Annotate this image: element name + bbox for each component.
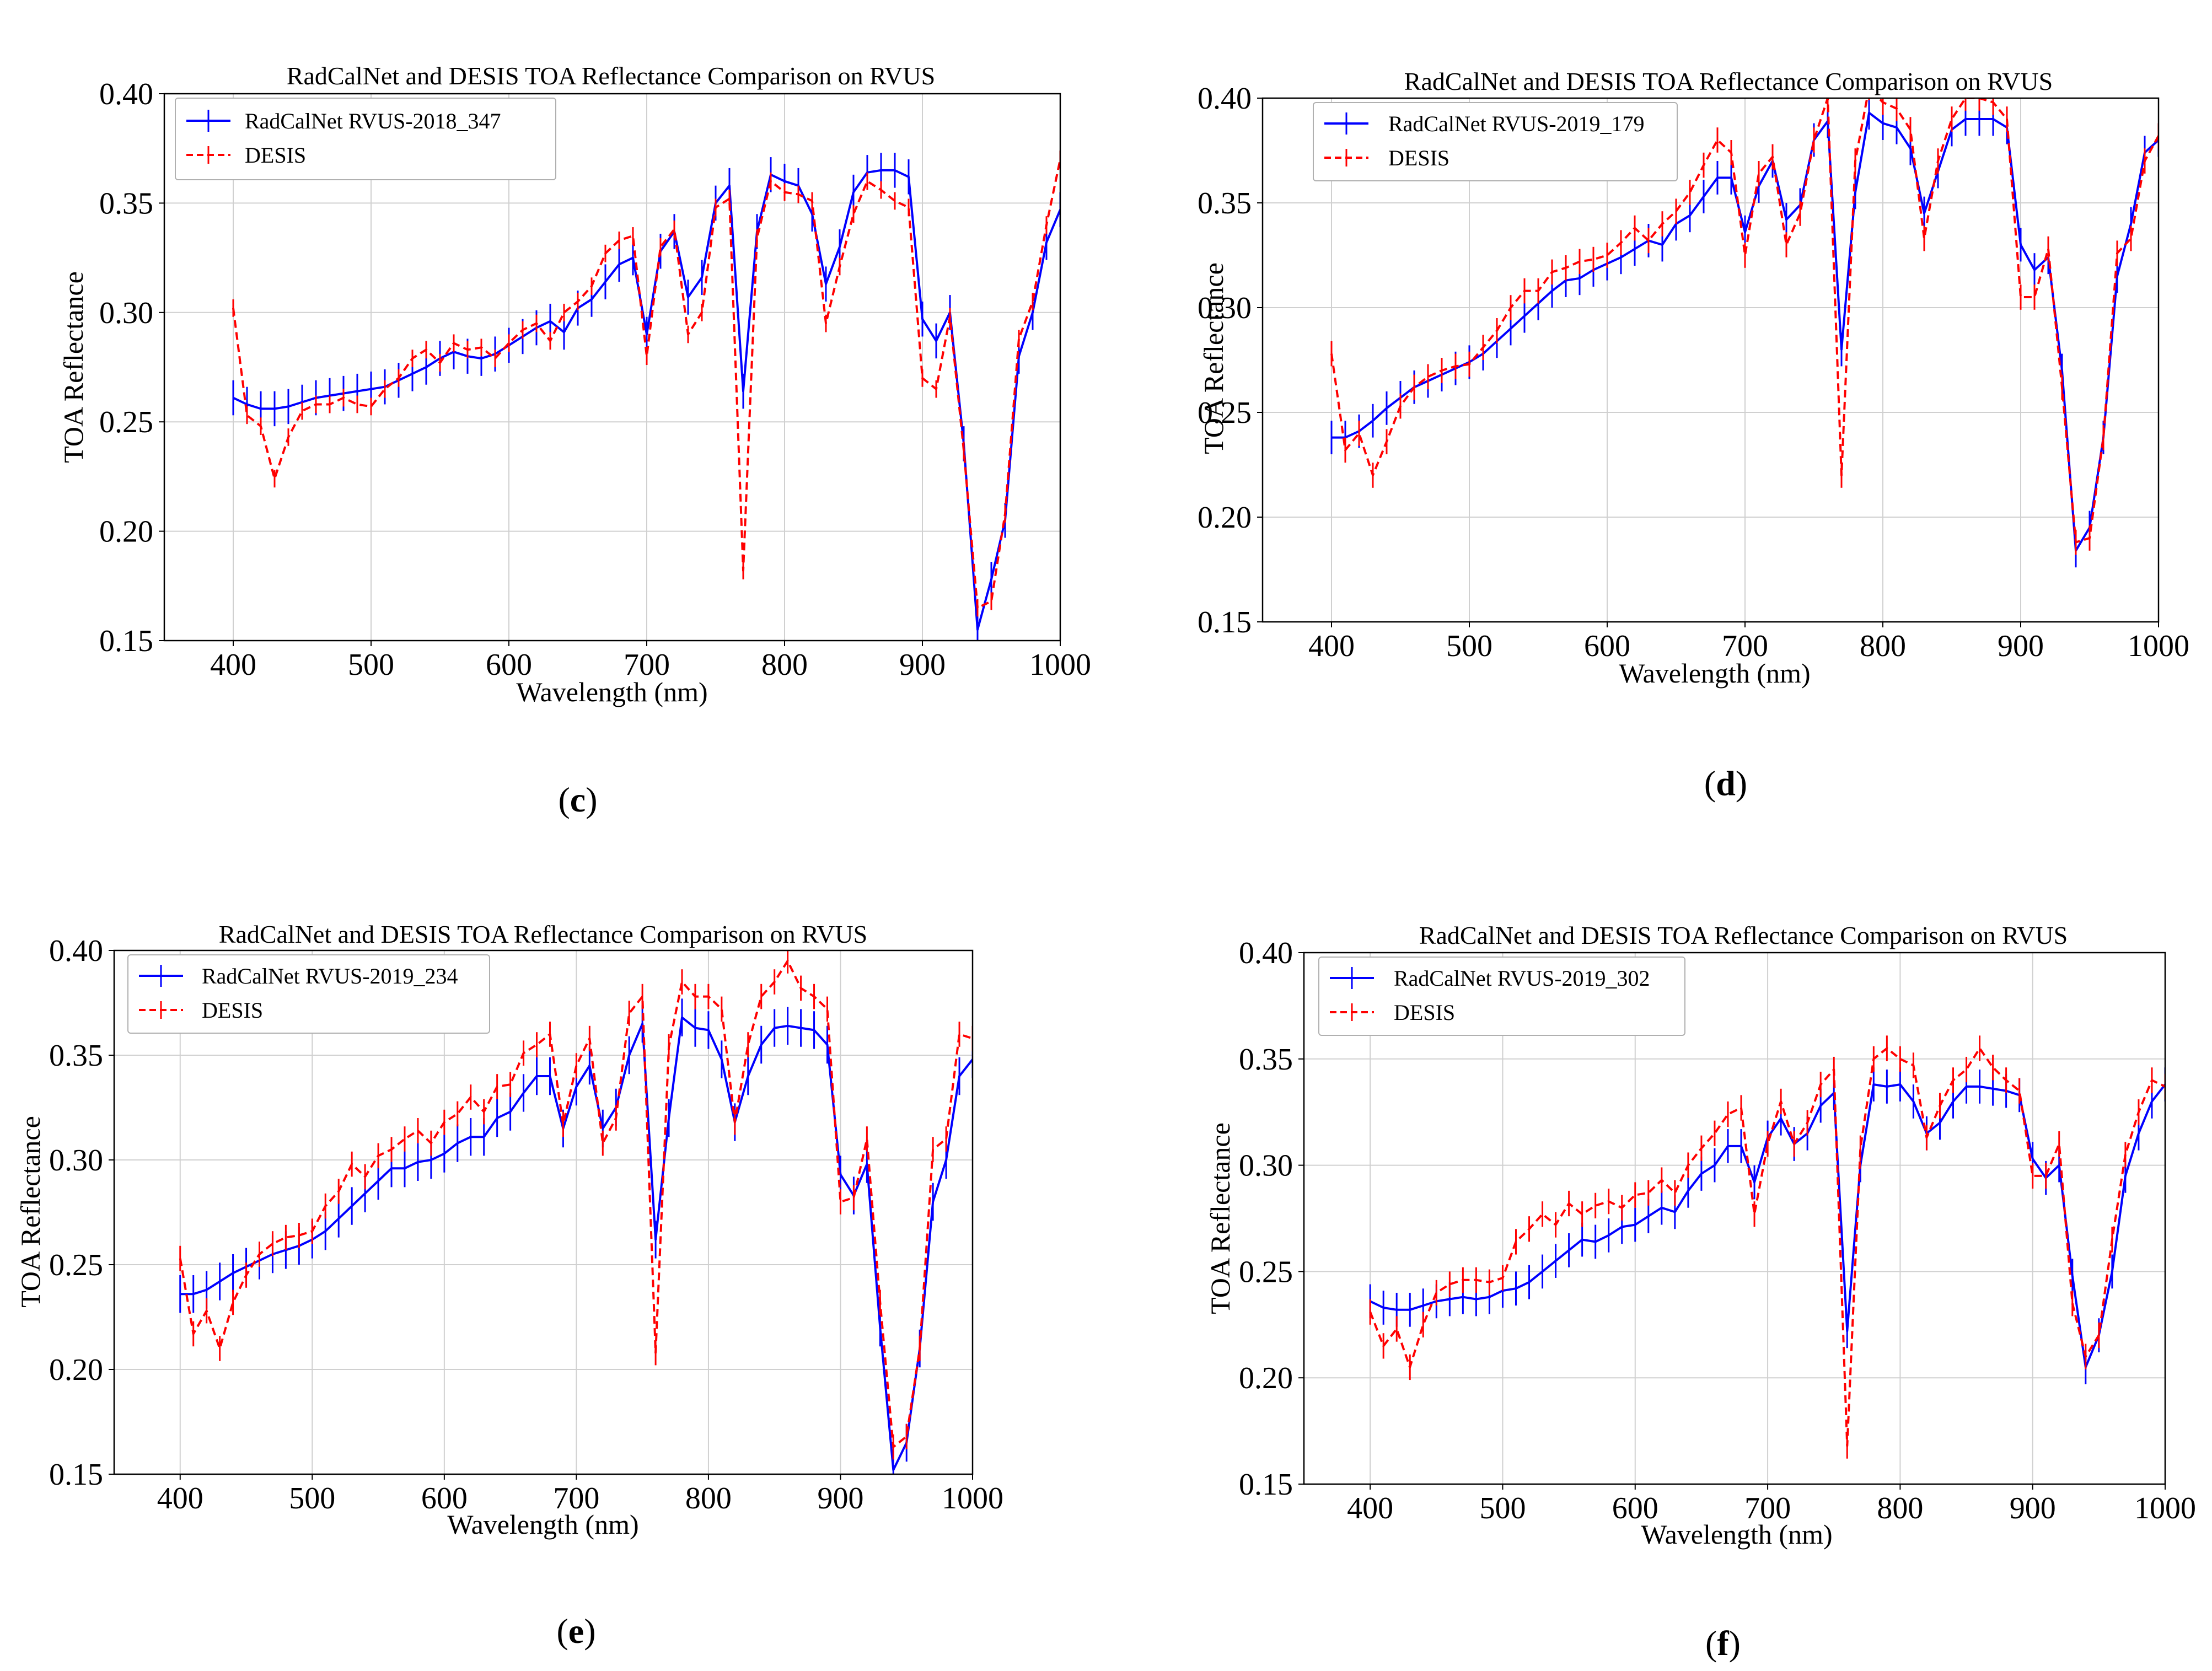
x-tick-label: 600	[1612, 1491, 1658, 1525]
plot-frame	[113, 949, 974, 1475]
plot-frame	[1261, 97, 2160, 623]
data-layer	[1369, 1035, 2165, 1459]
x-tick-label: 900	[817, 1481, 863, 1516]
y-tick-label: 0.25	[1198, 396, 1252, 430]
y-axis-label: TOA Reflectance	[1205, 1122, 1236, 1314]
y-tick-label: 0.30	[1239, 1149, 1293, 1183]
y-tick-label: 0.30	[99, 296, 153, 330]
y-tick-label: 0.20	[1239, 1361, 1293, 1395]
y-tick-label: 0.20	[1198, 501, 1252, 535]
y-tick-label: 0.15	[1198, 605, 1252, 640]
x-tick-label: 700	[624, 648, 670, 682]
chart-title: RadCalNet and DESIS TOA Reflectance Comp…	[1404, 67, 2053, 95]
plot-frame	[1303, 952, 2166, 1485]
y-tick-label: 0.30	[49, 1143, 103, 1178]
x-tick-label: 500	[1479, 1491, 1526, 1525]
x-tick-label: 400	[1308, 629, 1355, 663]
legend-label-radcalnet: RadCalNet RVUS-2019_179	[1388, 111, 1645, 136]
data-layer	[1330, 98, 2159, 568]
legend-label-desis: DESIS	[245, 143, 306, 168]
x-tick-label: 400	[157, 1481, 203, 1516]
data-layer	[232, 151, 1060, 641]
legend-label-radcalnet: RadCalNet RVUS-2019_234	[202, 964, 458, 988]
x-axis-label: Wavelength (nm)	[447, 1509, 638, 1540]
plot-frame	[163, 93, 1061, 642]
data-layer	[179, 950, 973, 1474]
panel-c: RadCalNet and DESIS TOA Reflectance Comp…	[58, 62, 1091, 819]
x-tick-label: 900	[2010, 1491, 2056, 1525]
y-tick-label: 0.15	[1239, 1468, 1293, 1502]
x-tick-label: 800	[1877, 1491, 1923, 1525]
legend-box	[175, 98, 556, 180]
y-tick-label: 0.35	[1239, 1043, 1293, 1077]
y-tick-label: 0.35	[1198, 186, 1252, 221]
legend-box	[1313, 102, 1678, 181]
panel-caption: (c)	[558, 780, 597, 819]
x-tick-label: 400	[210, 648, 256, 682]
plot-area: 400 500 600 700 800 900 1000 0.15 0.20 0.25 0.30 0.…	[49, 934, 1003, 1516]
x-tick-label: 900	[1998, 629, 2044, 663]
x-tick-label: 500	[1446, 629, 1492, 663]
panel-e: RadCalNet and DESIS TOA Reflectance Comp…	[15, 920, 1003, 1651]
x-axis-label: Wavelength (nm)	[516, 676, 707, 707]
legend: RadCalNet RVUS-2018_347 DESIS	[175, 98, 556, 180]
legend: RadCalNet RVUS-2019_234 DESIS	[127, 954, 490, 1034]
x-tick-label: 600	[421, 1481, 468, 1516]
legend: RadCalNet RVUS-2019_302 DESIS	[1318, 957, 1685, 1036]
x-tick-label: 1000	[942, 1481, 1003, 1516]
y-axis-label: TOA Reflectance	[15, 1116, 46, 1308]
x-tick-label: 700	[1744, 1491, 1791, 1525]
legend-label-desis: DESIS	[1394, 1000, 1455, 1025]
x-tick-label: 500	[289, 1481, 335, 1516]
y-tick-label: 0.25	[1239, 1255, 1293, 1289]
x-tick-label: 800	[1860, 629, 1906, 663]
x-tick-label: 600	[1584, 629, 1630, 663]
panel-f: RadCalNet and DESIS TOA Reflectance Comp…	[1205, 921, 2196, 1663]
y-tick-label: 0.40	[1198, 82, 1252, 116]
legend: RadCalNet RVUS-2019_179 DESIS	[1313, 102, 1678, 181]
legend-label-desis: DESIS	[1388, 146, 1449, 170]
chart-title: RadCalNet and DESIS TOA Reflectance Comp…	[219, 920, 867, 948]
legend-box	[127, 954, 490, 1034]
x-tick-label: 700	[553, 1481, 599, 1516]
y-axis-label: TOA Reflectance	[1198, 262, 1229, 454]
y-tick-label: 0.35	[99, 186, 153, 221]
panel-caption: (d)	[1704, 764, 1747, 803]
x-axis-label: Wavelength (nm)	[1641, 1519, 1832, 1550]
y-tick-label: 0.25	[99, 405, 153, 439]
x-tick-label: 1000	[1029, 648, 1091, 682]
legend-label-desis: DESIS	[202, 998, 263, 1023]
y-tick-label: 0.40	[99, 77, 153, 111]
x-tick-label: 700	[1722, 629, 1768, 663]
y-tick-label: 0.15	[99, 624, 153, 658]
y-tick-label: 0.20	[99, 515, 153, 549]
x-tick-label: 400	[1347, 1491, 1393, 1525]
x-tick-label: 600	[486, 648, 532, 682]
y-tick-label: 0.15	[49, 1458, 103, 1492]
y-axis-label: TOA Reflectance	[58, 271, 89, 463]
panel-caption: (e)	[556, 1611, 595, 1651]
x-tick-label: 1000	[2134, 1491, 2196, 1525]
chart-title: RadCalNet and DESIS TOA Reflectance Comp…	[1419, 921, 2068, 949]
legend-box	[1318, 957, 1685, 1036]
y-tick-label: 0.30	[1198, 291, 1252, 325]
y-tick-label: 0.40	[49, 934, 103, 968]
chart-title: RadCalNet and DESIS TOA Reflectance Comp…	[287, 62, 935, 90]
panel-caption: (f)	[1705, 1624, 1741, 1663]
y-tick-label: 0.25	[49, 1248, 103, 1282]
y-tick-label: 0.40	[1239, 936, 1293, 970]
y-tick-label: 0.20	[49, 1353, 103, 1387]
legend-label-radcalnet: RadCalNet RVUS-2018_347	[245, 109, 501, 133]
x-tick-label: 800	[761, 648, 808, 682]
x-axis-label: Wavelength (nm)	[1619, 658, 1810, 689]
x-tick-label: 900	[899, 648, 946, 682]
legend-label-radcalnet: RadCalNet RVUS-2019_302	[1394, 966, 1650, 991]
panel-d: RadCalNet and DESIS TOA Reflectance Comp…	[1198, 67, 2189, 803]
x-tick-label: 500	[348, 648, 394, 682]
x-tick-label: 800	[685, 1481, 732, 1516]
y-tick-label: 0.35	[49, 1039, 103, 1073]
x-tick-label: 1000	[2128, 629, 2189, 663]
